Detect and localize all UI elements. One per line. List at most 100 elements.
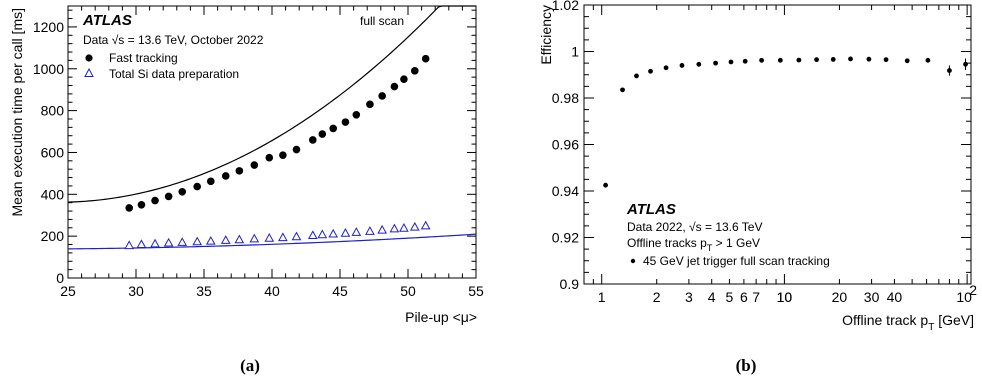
- x-axis-label-b: Offline track pT [GeV]: [842, 312, 974, 333]
- fit-curve-series-1: [67, 233, 477, 250]
- si-prep-point: [234, 234, 245, 244]
- y-axis-label-a: Mean execution time per call [ms]: [9, 8, 25, 217]
- si-prep-point: [249, 233, 260, 243]
- efficiency-point: [777, 57, 783, 63]
- si-prep-point: [351, 227, 362, 236]
- si-prep-point: [177, 237, 188, 246]
- y-tick-label-a: 0: [56, 270, 64, 286]
- y-tick-label-b: 0.92: [552, 230, 579, 246]
- x-tick-label-a: 25: [60, 283, 76, 299]
- y-tick-label-b: 1: [571, 44, 579, 60]
- si-prep-point: [420, 220, 431, 230]
- y-tick-label-a: 1200: [33, 19, 64, 35]
- legend-b: 45 GeV jet trigger full scan tracking: [630, 254, 830, 268]
- panel-a: 25 30 35 40 45 50 55 0 200 400 600 800 1000 1200 Mean…: [9, 5, 484, 375]
- efficiency-point: [648, 68, 653, 74]
- scan-label-a: full scan: [360, 14, 404, 28]
- fast-tracking-point: [137, 200, 146, 209]
- data-points-a: [124, 54, 431, 250]
- data-points-b: [603, 56, 968, 188]
- x-tick-label-b: 3: [685, 289, 693, 305]
- x-tick-label-a: 45: [332, 283, 348, 299]
- legend-label-fast-tracking: Fast tracking: [109, 51, 178, 65]
- si-prep-point: [377, 224, 388, 234]
- x-tick-label-b: 40: [887, 289, 903, 305]
- y-tick-label-a: 400: [41, 186, 65, 202]
- y-axis-label-b: Efficiency: [538, 5, 554, 65]
- cut-label-b: Offline tracks pT > 1 GeV: [627, 236, 760, 253]
- fast-tracking-point: [329, 124, 338, 133]
- fast-tracking-point: [309, 136, 317, 144]
- fast-tracking-point: [421, 54, 430, 63]
- data-label-a: Data √s = 13.6 TeV, October 2022: [83, 33, 264, 47]
- efficiency-point: [904, 58, 910, 64]
- efficiency-point: [634, 73, 639, 79]
- fast-tracking-point: [390, 82, 399, 91]
- efficiency-point: [866, 56, 872, 62]
- si-prep-point: [399, 222, 409, 232]
- efficiency-point: [848, 56, 853, 62]
- efficiency-point: [883, 57, 889, 63]
- x-tick-label-b: 20: [832, 289, 848, 305]
- efficiency-point: [679, 63, 685, 68]
- legend-marker-si-prep: [84, 67, 94, 77]
- si-prep-point: [291, 231, 302, 241]
- si-prep-point: [328, 228, 339, 238]
- si-prep-point: [192, 236, 203, 246]
- fast-tracking-point: [164, 192, 173, 201]
- si-prep-point: [365, 226, 375, 235]
- si-prep-point: [278, 232, 288, 242]
- fast-tracking-point: [193, 182, 201, 191]
- efficiency-point: [603, 182, 608, 188]
- y-tick-label-a: 1000: [33, 61, 64, 77]
- fast-tracking-point: [292, 145, 301, 154]
- efficiency-point: [713, 60, 718, 66]
- ticks-a: 25 30 35 40 45 50 55 0 200 400 600 800 1000 1200: [33, 6, 484, 299]
- si-prep-point: [136, 239, 147, 249]
- y-tick-label-b: 0.94: [552, 183, 579, 199]
- si-prep-point: [220, 235, 231, 244]
- efficiency-point: [696, 61, 702, 67]
- efficiency-point: [796, 57, 802, 63]
- x-tick-label-b: 30: [864, 289, 880, 305]
- si-prep-point: [389, 223, 400, 233]
- fast-tracking-point: [125, 204, 133, 212]
- fast-tracking-point: [378, 92, 386, 100]
- atlas-label-b: ATLAS: [626, 201, 676, 218]
- y-tick-label-a: 600: [41, 144, 65, 160]
- efficiency-point: [947, 68, 952, 73]
- si-prep-point: [163, 237, 174, 247]
- y-tick-label-b: 1.02: [552, 0, 579, 13]
- x-tick-label-b: 4: [708, 289, 716, 305]
- efficiency-point: [742, 58, 748, 64]
- legend-marker-fast-tracking: [85, 54, 93, 62]
- fast-tracking-point: [265, 153, 274, 162]
- si-prep-point: [409, 221, 420, 231]
- y-tick-label-b: 0.98: [552, 90, 579, 106]
- fast-tracking-point: [318, 130, 327, 138]
- fast-tracking-point: [250, 161, 259, 169]
- x-major-tick-label-b: 1: [598, 289, 606, 305]
- x-tick-label-a: 40: [264, 283, 280, 299]
- fast-tracking-point: [352, 111, 361, 119]
- x-tick-label-b: 10: [777, 289, 793, 305]
- fit-curve-series-0: [67, 5, 476, 203]
- x-tick-label-b: 2: [653, 289, 661, 305]
- efficiency-point: [925, 57, 931, 63]
- x-major-tick-label-b: 10: [777, 289, 793, 305]
- x-tick-label-b: 7: [752, 289, 760, 305]
- fast-tracking-point: [235, 167, 244, 175]
- x-tick-label-a: 35: [196, 283, 212, 299]
- panel-label-b: (b): [736, 356, 757, 375]
- efficiency-point: [830, 57, 836, 62]
- fast-tracking-point: [411, 67, 419, 75]
- legend-label-si-prep: Total Si data preparation: [109, 67, 239, 81]
- si-prep-point: [317, 229, 328, 239]
- fast-tracking-point: [221, 172, 230, 180]
- x-tick-label-a: 30: [128, 283, 144, 299]
- x-tick-label-a: 50: [400, 283, 416, 299]
- fast-tracking-point: [400, 75, 408, 84]
- fast-tracking-point: [279, 151, 287, 159]
- x-tick-exponent-b: 2: [969, 282, 977, 298]
